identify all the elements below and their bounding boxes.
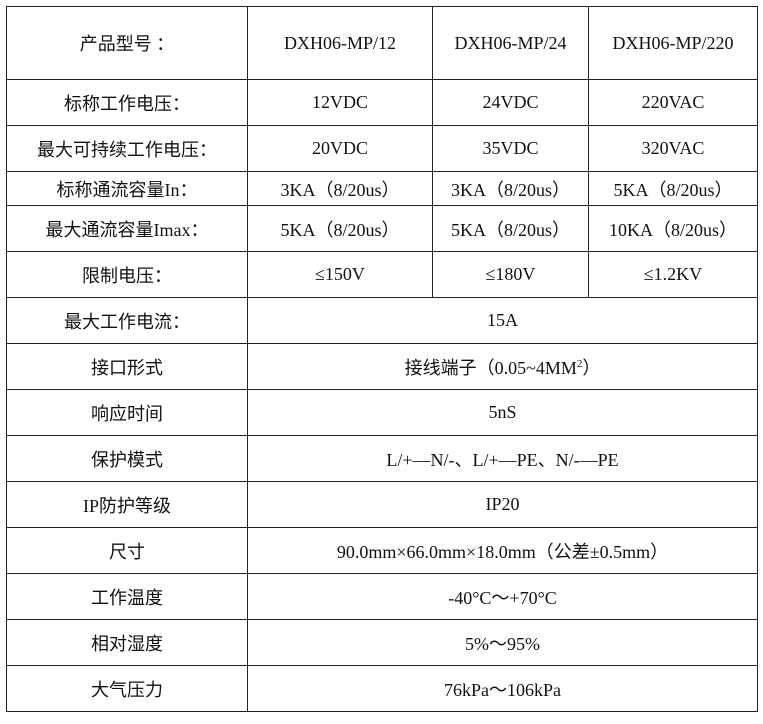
- cell: 5KA（8/20us）: [247, 205, 433, 252]
- cell-suffix: ）: [582, 357, 601, 378]
- row-label: 限制电压：: [6, 251, 248, 298]
- model-header: DXH06-MP/12: [247, 6, 433, 80]
- cell: 12VDC: [247, 79, 433, 126]
- cell: 5%～95%: [247, 619, 758, 666]
- cell: 320VAC: [588, 125, 758, 172]
- cell: 220VAC: [588, 79, 758, 126]
- table-row: 保护模式 L/+—N/-、L/+—PE、N/-—PE: [6, 435, 758, 482]
- cell: 10KA（8/20us）: [588, 205, 758, 252]
- cell-text: 接线端子（0.05~4MM: [404, 357, 577, 378]
- row-label: IP防护等级: [6, 481, 248, 528]
- table-row: 最大通流容量Imax： 5KA（8/20us） 5KA（8/20us） 10KA…: [6, 205, 758, 252]
- row-label: 响应时间: [6, 389, 248, 436]
- header-row: 产品型号 ： DXH06-MP/12 DXH06-MP/24 DXH06-MP/…: [6, 6, 758, 80]
- table-row: 标称通流容量In： 3KA（8/20us） 3KA（8/20us） 5KA（8/…: [6, 171, 758, 206]
- cell: 3KA（8/20us）: [247, 171, 433, 206]
- cell: 24VDC: [432, 79, 589, 126]
- row-label: 尺寸: [6, 527, 248, 574]
- spec-table: 产品型号 ： DXH06-MP/12 DXH06-MP/24 DXH06-MP/…: [6, 6, 758, 712]
- cell: 接线端子（0.05~4MM2）: [247, 343, 758, 390]
- table-row: 工作温度 -40°C～+70°C: [6, 573, 758, 620]
- cell: 3KA（8/20us）: [432, 171, 589, 206]
- cell: 35VDC: [432, 125, 589, 172]
- header-label: 产品型号 ：: [6, 6, 248, 80]
- row-label: 最大通流容量Imax：: [6, 205, 248, 252]
- cell: ≤180V: [432, 251, 589, 298]
- row-label: 标称工作电压：: [6, 79, 248, 126]
- table-row: 相对湿度 5%～95%: [6, 619, 758, 666]
- table-row: 限制电压： ≤150V ≤180V ≤1.2KV: [6, 251, 758, 298]
- cell: 20VDC: [247, 125, 433, 172]
- row-label: 接口形式: [6, 343, 248, 390]
- row-label: 保护模式: [6, 435, 248, 482]
- superscript: 2: [576, 357, 583, 370]
- cell: 76kPa～106kPa: [247, 665, 758, 712]
- cell: ≤1.2KV: [588, 251, 758, 298]
- model-header: DXH06-MP/220: [588, 6, 758, 80]
- cell: 15A: [247, 297, 758, 344]
- cell: 5nS: [247, 389, 758, 436]
- table-row: 接口形式 接线端子（0.05~4MM2）: [6, 343, 758, 390]
- cell: ≤150V: [247, 251, 433, 298]
- cell: 5KA（8/20us）: [588, 171, 758, 206]
- table-row: 最大工作电流： 15A: [6, 297, 758, 344]
- cell: L/+—N/-、L/+—PE、N/-—PE: [247, 435, 758, 482]
- model-header: DXH06-MP/24: [432, 6, 589, 80]
- row-label: 相对湿度: [6, 619, 248, 666]
- row-label: 工作温度: [6, 573, 248, 620]
- cell: IP20: [247, 481, 758, 528]
- row-label: 大气压力: [6, 665, 248, 712]
- table-row: 最大可持续工作电压： 20VDC 35VDC 320VAC: [6, 125, 758, 172]
- row-label: 标称通流容量In：: [6, 171, 248, 206]
- cell: 90.0mm×66.0mm×18.0mm（公差±0.5mm）: [247, 527, 758, 574]
- table-row: 标称工作电压： 12VDC 24VDC 220VAC: [6, 79, 758, 126]
- row-label: 最大可持续工作电压：: [6, 125, 248, 172]
- table-row: 响应时间 5nS: [6, 389, 758, 436]
- cell: -40°C～+70°C: [247, 573, 758, 620]
- table-row: 尺寸 90.0mm×66.0mm×18.0mm（公差±0.5mm）: [6, 527, 758, 574]
- table-row: IP防护等级 IP20: [6, 481, 758, 528]
- table-row: 大气压力 76kPa～106kPa: [6, 665, 758, 712]
- cell: 5KA（8/20us）: [432, 205, 589, 252]
- row-label: 最大工作电流：: [6, 297, 248, 344]
